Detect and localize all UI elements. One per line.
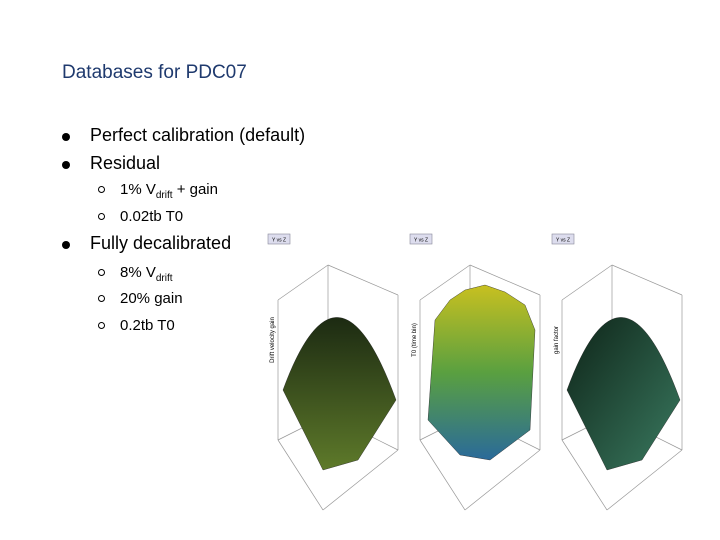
sub-bullet: 8% Vdrift — [98, 264, 173, 284]
sub-bullet: 0.02tb T0 — [98, 208, 183, 225]
bullet-text: Residual — [90, 153, 161, 173]
bullet: Perfect calibration (default) — [62, 125, 305, 146]
plot-tag — [551, 233, 575, 245]
box-edge — [419, 264, 471, 301]
sub-bullet: 20% gain — [98, 290, 183, 307]
surface-plot: Y vs Z gain factor — [551, 233, 683, 511]
sub-bullet-text: 0.2tb T0 — [120, 317, 175, 334]
box-edge — [419, 439, 466, 511]
axis-label: Drift velocity gain — [270, 317, 276, 363]
bullet-text: Perfect calibration (default) — [90, 125, 306, 145]
sub-bullet-text: + gain — [172, 181, 218, 198]
box-edge — [606, 449, 683, 511]
box-edge — [611, 264, 683, 296]
box-edge — [327, 264, 399, 296]
axis-label: gain factor — [554, 326, 560, 354]
box-edge — [469, 264, 541, 296]
subscript: drift — [155, 190, 173, 201]
surface — [566, 317, 681, 471]
box-edge — [561, 264, 613, 301]
plot-tag — [409, 233, 433, 245]
subscript: drift — [155, 273, 173, 284]
box-edge — [322, 449, 399, 511]
plot-tag-text: Y vs Z — [556, 238, 570, 244]
sub-bullet-text: 8% V — [120, 264, 156, 281]
plot-tag-text: Y vs Z — [414, 238, 428, 244]
surface — [427, 284, 536, 461]
sub-bullet-text: 20% gain — [120, 290, 183, 307]
sub-bullet-text: 1% V — [120, 181, 156, 198]
bullet: Fully decalibrated — [62, 233, 231, 254]
sub-bullet: 1% Vdrift + gain — [98, 181, 218, 201]
surface — [282, 317, 397, 471]
box-edge — [277, 264, 329, 301]
bullet-text: Fully decalibrated — [90, 233, 232, 253]
box-edge — [277, 439, 324, 511]
surface-plot: Y vs Z Drift velocity gain — [267, 233, 399, 511]
surface-plot: Y vs Z T0 (time bin) — [409, 233, 541, 511]
plot-tag-text: Y vs Z — [272, 238, 286, 244]
box-edge — [561, 439, 608, 511]
sub-bullet: 0.2tb T0 — [98, 317, 175, 334]
plot-tag — [267, 233, 291, 245]
box-edge — [464, 449, 541, 511]
slide-title: Databases for PDC07 — [62, 62, 247, 83]
axis-label: T0 (time bin) — [412, 323, 418, 357]
bullet: Residual — [62, 153, 160, 174]
sub-bullet-text: 0.02tb T0 — [120, 208, 184, 225]
